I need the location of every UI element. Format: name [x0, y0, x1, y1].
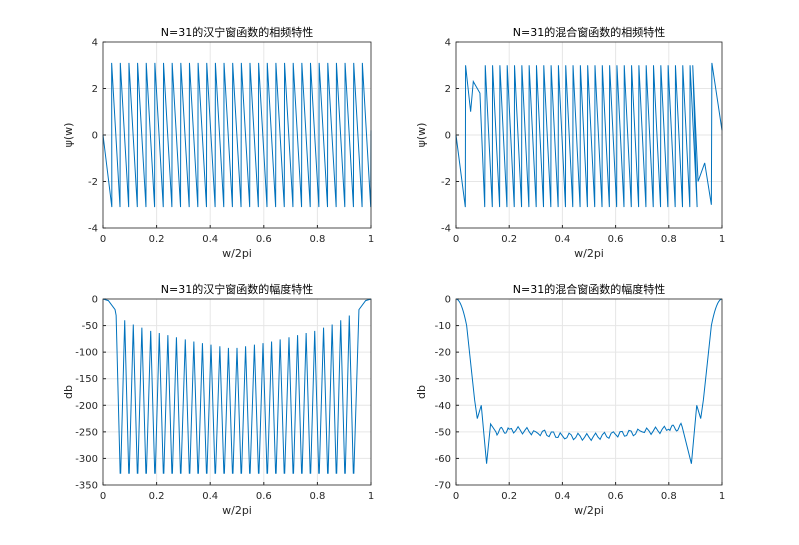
y-tick-label: -2	[441, 177, 451, 188]
x-tick-label: 0	[100, 234, 106, 245]
y-tick-label: -150	[75, 374, 98, 385]
subplot-2: 0 0.2 0.4 0.6 0.8 1 -4 -2 0 2 4 N=31的混合窗函数的相频特性 w/2p…	[415, 25, 725, 260]
x-tick-label: 0.2	[149, 491, 165, 502]
axes-box	[102, 41, 372, 229]
x-tick-label: 0	[453, 491, 459, 502]
y-tick-label: -50	[435, 427, 451, 438]
y-tick-label: -20	[435, 348, 451, 359]
x-axis-label: w/2pi	[574, 504, 604, 517]
series-line	[455, 62, 723, 208]
chart-title: N=31的汉宁窗函数的幅度特性	[161, 282, 313, 296]
y-tick-label: -10	[435, 321, 451, 332]
plot-area	[103, 299, 371, 485]
series-line	[102, 298, 372, 474]
x-axis-label: w/2pi	[222, 504, 252, 517]
y-axis-label: db	[415, 385, 428, 399]
y-tick-label: -60	[435, 454, 451, 465]
x-tick-label: 0.2	[149, 234, 165, 245]
axes-box	[102, 298, 372, 486]
y-tick-label: -200	[75, 401, 98, 412]
axes-box	[455, 41, 723, 229]
x-tick-label: 1	[368, 491, 374, 502]
y-tick-label: 0	[92, 131, 98, 142]
y-tick-label: 0	[92, 295, 98, 306]
y-tick-label: -250	[75, 427, 98, 438]
y-tick-label: -30	[435, 374, 451, 385]
x-tick-label: 0.4	[202, 491, 218, 502]
y-tick-label: 4	[92, 38, 98, 49]
y-axis-label: db	[62, 385, 75, 399]
x-tick-label: 1	[719, 491, 725, 502]
subplot-1: 0 0.2 0.4 0.6 0.8 1 -4 -2 0 2 4 N=31的汉宁窗函数的相频特性 w/2p…	[62, 25, 374, 260]
y-tick-label: -350	[75, 481, 98, 492]
x-tick-label: 0.4	[554, 234, 570, 245]
y-tick-label: 2	[92, 84, 98, 95]
x-tick-label: 0.2	[501, 234, 517, 245]
x-tick-label: 0	[453, 234, 459, 245]
chart-title: N=31的混合窗函数的幅度特性	[513, 282, 665, 296]
x-tick-label: 0.6	[256, 491, 272, 502]
x-tick-label: 0.2	[501, 491, 517, 502]
y-tick-label: 2	[445, 84, 451, 95]
x-tick-label: 0.8	[309, 491, 325, 502]
subplot-4: 0 0.2 0.4 0.6 0.8 1 0 -10 -20 -30 -40 -50 -60 -70 N=31…	[415, 282, 725, 517]
x-tick-label: 0	[100, 491, 106, 502]
x-tick-label: 0.6	[256, 234, 272, 245]
x-tick-label: 1	[719, 234, 725, 245]
axes-box	[455, 298, 723, 486]
y-tick-label: 0	[445, 295, 451, 306]
y-tick-label: 4	[445, 38, 451, 49]
chart-title: N=31的混合窗函数的相频特性	[513, 25, 665, 39]
chart-title: N=31的汉宁窗函数的相频特性	[161, 25, 313, 39]
y-axis-label: ψ(w)	[62, 123, 75, 148]
y-axis-label: ψ(w)	[415, 123, 428, 148]
x-tick-label: 0.4	[202, 234, 218, 245]
x-axis-label: w/2pi	[222, 247, 252, 260]
x-tick-label: 0.8	[661, 491, 677, 502]
x-tick-label: 0.6	[608, 491, 624, 502]
y-tick-label: -100	[75, 348, 98, 359]
y-tick-label: -4	[88, 224, 98, 235]
series-line	[102, 62, 372, 208]
y-tick-label: -300	[75, 454, 98, 465]
x-tick-label: 0.6	[608, 234, 624, 245]
series-line	[455, 298, 723, 464]
x-tick-label: 0.8	[661, 234, 677, 245]
y-tick-label: -50	[82, 321, 98, 332]
y-tick-label: -2	[88, 177, 98, 188]
x-axis-label: w/2pi	[574, 247, 604, 260]
subplot-3: 0 0.2 0.4 0.6 0.8 1 0 -50 -100 -150 -200 -250 -300 -3…	[62, 282, 374, 517]
x-tick-label: 0.4	[554, 491, 570, 502]
x-tick-label: 1	[368, 234, 374, 245]
y-tick-label: 0	[445, 131, 451, 142]
x-tick-label: 0.8	[309, 234, 325, 245]
y-tick-label: -4	[441, 224, 451, 235]
y-tick-label: -40	[435, 401, 451, 412]
y-tick-label: -70	[435, 481, 451, 492]
plot-area	[456, 299, 722, 485]
